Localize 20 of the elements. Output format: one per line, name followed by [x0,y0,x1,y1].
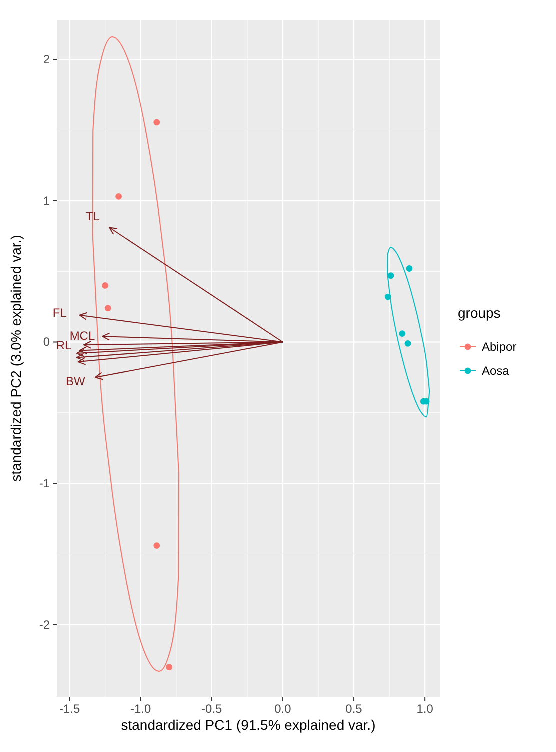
y-tick-label: 0 [43,335,50,350]
annotation: FL [52,306,68,320]
x-tick-label: 0.5 [346,702,363,716]
x-tick-label: 0.0 [274,702,292,716]
y-tick-label: 1 [43,194,50,208]
annotation: MCL [70,328,96,343]
x-tick-label: -1.5 [59,702,80,716]
x-axis-title: standardized PC1 (91.5% explained var.) [121,717,376,733]
legend-label: Aosa [482,364,510,378]
x-tick-label: -1.0 [130,702,152,716]
legend-label: Abipor [482,340,517,354]
y-tick-label: -1 [39,476,50,491]
y-tick-label: 2 [43,52,50,67]
x-tick-label: -0.5 [202,702,223,716]
y-tick-label: -2 [39,618,50,632]
y-axis-title: standardized PC2 (3.0% explained var.) [8,235,24,482]
annotation: BW [66,374,86,388]
x-tick-label: 1.0 [416,702,434,716]
annotation: RL [56,338,72,352]
legend-title: groups [458,305,501,321]
